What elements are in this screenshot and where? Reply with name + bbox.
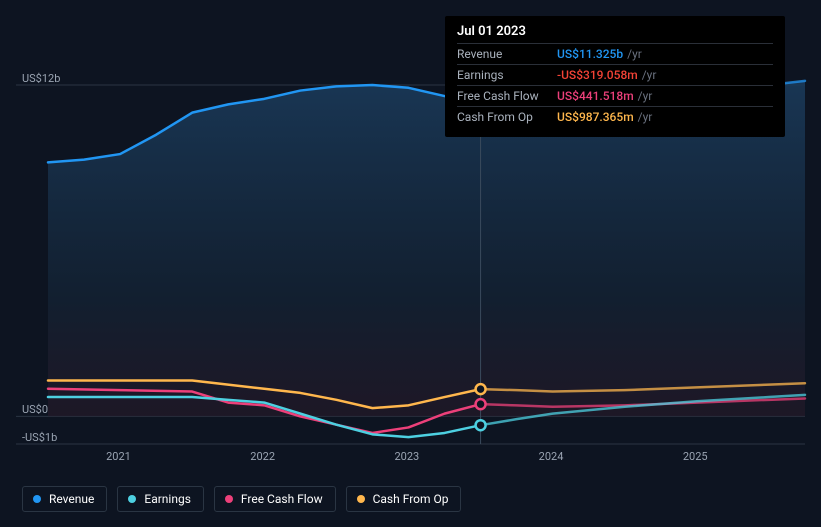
x-tick-label: 2022 [250, 450, 275, 463]
tooltip-row-unit: /yr [638, 89, 653, 103]
legend-item[interactable]: Free Cash Flow [214, 486, 336, 512]
tooltip-row-value: US$11.325b [557, 47, 623, 61]
tooltip-row: Free Cash FlowUS$441.518m/yr [457, 85, 773, 106]
x-tick-label: 2024 [539, 450, 564, 463]
legend-item-label: Cash From Op [373, 492, 449, 506]
legend-item[interactable]: Revenue [22, 486, 107, 512]
tooltip-row-label: Earnings [457, 68, 557, 82]
tooltip-row-unit: /yr [638, 110, 653, 124]
tooltip-row-label: Free Cash Flow [457, 89, 557, 103]
tooltip-row-unit: /yr [642, 68, 657, 82]
tooltip-row: Earnings-US$319.058m/yr [457, 64, 773, 85]
legend-item[interactable]: Earnings [117, 486, 204, 512]
legend-item-label: Revenue [49, 492, 94, 506]
legend-dot-icon [33, 495, 41, 503]
tooltip-row-value: US$441.518m [557, 89, 634, 103]
legend-dot-icon [357, 495, 365, 503]
x-tick-label: 2021 [106, 450, 131, 463]
tooltip-row-value: US$987.365m [557, 110, 634, 124]
chart-legend: Revenue Earnings Free Cash Flow Cash From O… [22, 486, 461, 512]
legend-dot-icon [128, 495, 136, 503]
chart-tooltip: Jul 01 2023 RevenueUS$11.325b/yrEarnings… [445, 16, 785, 137]
tooltip-row: Cash From OpUS$987.365m/yr [457, 106, 773, 127]
legend-item-label: Free Cash Flow [241, 492, 323, 506]
y-tick-label: US$12b [22, 72, 60, 85]
y-tick-label: -US$1b [22, 431, 57, 444]
legend-dot-icon [225, 495, 233, 503]
legend-item-label: Earnings [144, 492, 191, 506]
tooltip-row-unit: /yr [627, 47, 642, 61]
legend-item[interactable]: Cash From Op [346, 486, 462, 512]
tooltip-row-value: -US$319.058m [557, 68, 638, 82]
tooltip-row-label: Revenue [457, 47, 557, 61]
tooltip-row: RevenueUS$11.325b/yr [457, 43, 773, 64]
tooltip-row-label: Cash From Op [457, 110, 557, 124]
tooltip-date: Jul 01 2023 [457, 24, 773, 43]
financials-chart: Past Analysts Forecasts US$12bUS$0-US$1b… [0, 0, 821, 524]
y-tick-label: US$0 [22, 403, 48, 416]
x-tick-label: 2025 [683, 450, 708, 463]
x-tick-label: 2023 [394, 450, 419, 463]
